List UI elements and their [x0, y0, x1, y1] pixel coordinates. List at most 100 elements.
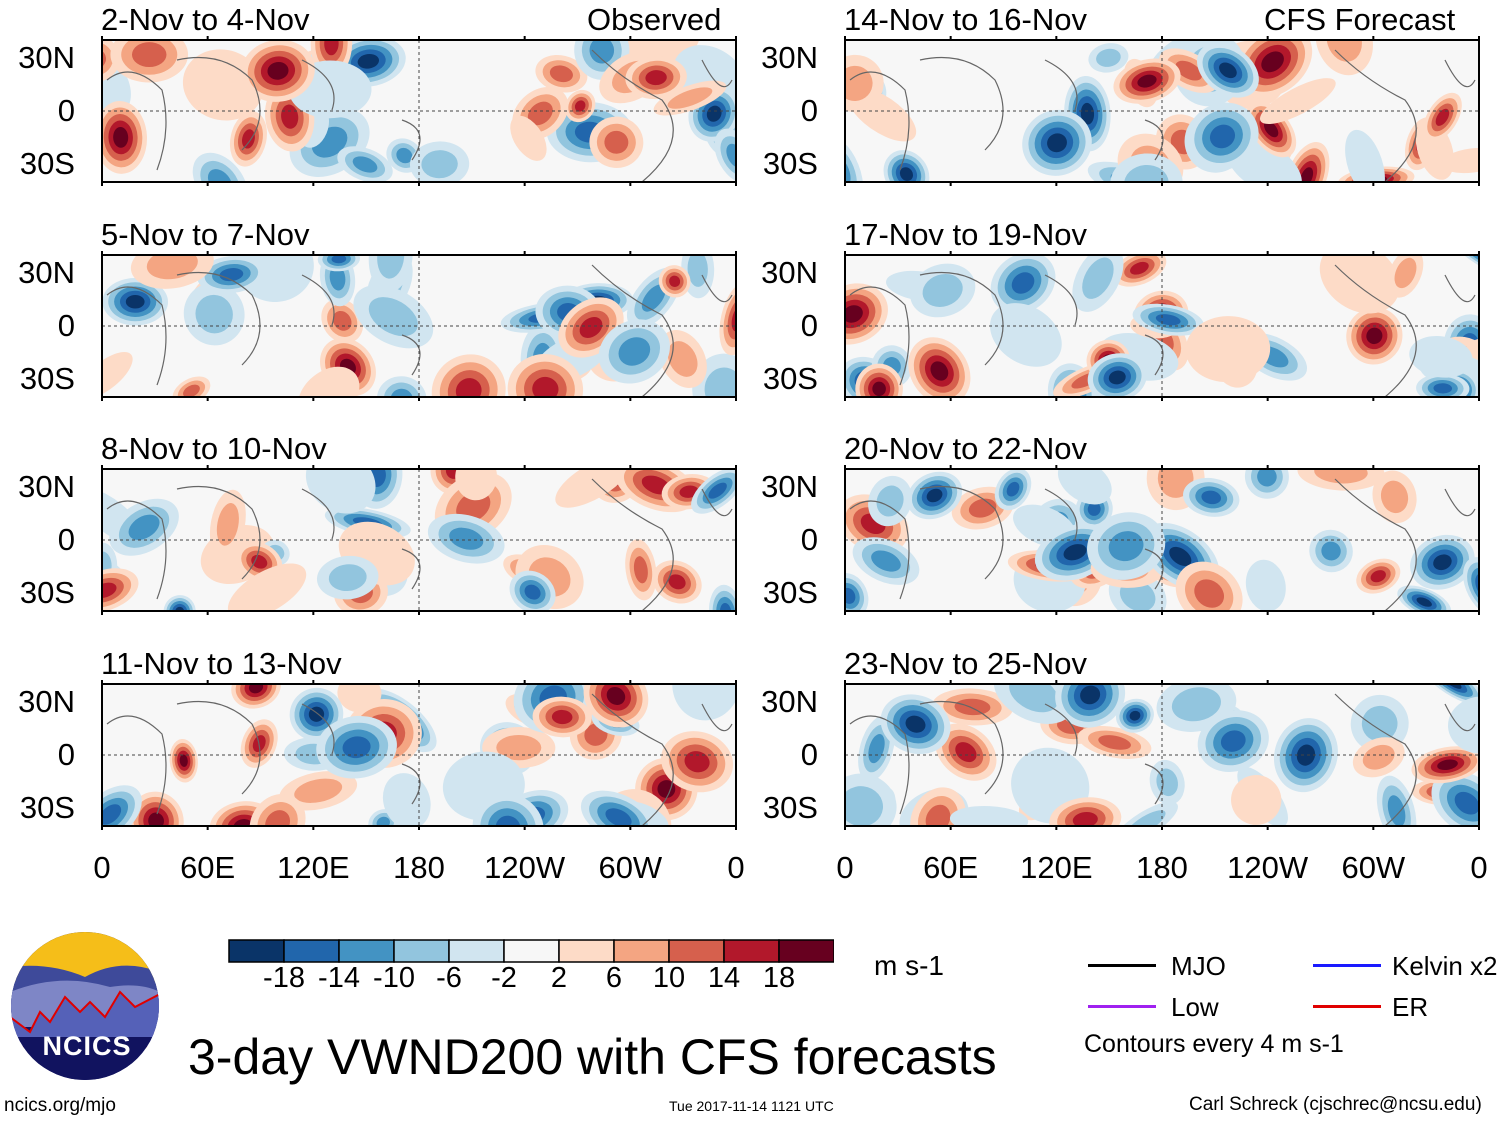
positive-anomaly [1283, 142, 1330, 182]
positive-anomaly [1352, 737, 1405, 778]
positive-anomaly [1387, 255, 1424, 298]
legend-low-line [1088, 1005, 1156, 1008]
website-link[interactable]: ncics.org/mjo [4, 1095, 116, 1116]
x-tick-label: 0 [727, 850, 745, 885]
negative-anomaly [1115, 698, 1154, 733]
y-tick-label: 30N [761, 684, 818, 719]
negative-anomaly [376, 376, 427, 397]
positive-anomaly [535, 54, 588, 93]
x-tick-label: 120E [1020, 850, 1093, 885]
map-panel [844, 36, 1480, 186]
negative-anomaly [692, 353, 736, 397]
x-tick-label: 60E [180, 850, 236, 885]
y-tick-label: 0 [57, 737, 75, 772]
positive-anomaly [589, 116, 644, 168]
negative-anomaly [845, 773, 897, 826]
negative-anomaly [192, 152, 248, 182]
negative-anomaly [109, 498, 179, 556]
negative-anomaly [316, 715, 397, 779]
legend-mjo: MJO [1171, 951, 1226, 981]
legend-mjo-line [1088, 964, 1156, 967]
positive-anomaly [169, 738, 198, 783]
svg-text:NCICS: NCICS [42, 1031, 131, 1061]
negative-anomaly [1087, 512, 1166, 580]
negative-anomaly [868, 475, 913, 527]
negative-anomaly [858, 715, 895, 782]
positive-anomaly [102, 40, 121, 83]
negative-anomaly [353, 284, 434, 349]
y-tick-label: 0 [57, 308, 75, 343]
negative-anomaly [368, 255, 413, 293]
positive-anomaly [653, 80, 727, 116]
negative-anomaly [197, 255, 266, 294]
x-tick-label: 120W [484, 850, 566, 885]
positive-anomaly [1297, 469, 1385, 491]
y-tick-label: 0 [57, 522, 75, 557]
negative-anomaly [845, 572, 869, 611]
y-tick-label: 30S [19, 361, 75, 396]
map-panel [101, 465, 737, 615]
map-panel [101, 251, 737, 401]
y-tick-label: 0 [800, 308, 818, 343]
coastline [849, 49, 1476, 182]
coastline [106, 478, 733, 611]
positive-anomaly [658, 330, 707, 388]
negative-anomaly [1273, 718, 1338, 793]
negative-anomaly [1376, 775, 1417, 826]
positive-anomaly [249, 793, 306, 826]
positive-anomaly [128, 791, 184, 826]
negative-anomaly [990, 255, 1056, 314]
positive-anomaly [1185, 316, 1271, 383]
y-tick-label: 30S [19, 790, 75, 825]
y-tick-label: 30N [761, 469, 818, 504]
x-tick-label: 180 [1136, 850, 1188, 885]
positive-anomaly [1113, 58, 1181, 104]
positive-anomaly [1260, 78, 1336, 125]
coastline [849, 478, 1476, 611]
negative-anomaly [1057, 469, 1112, 505]
colorbar-swatch [448, 939, 505, 963]
positive-anomaly [310, 40, 353, 78]
positive-anomaly [845, 283, 888, 345]
forecast-header: CFS Forecast [1264, 2, 1456, 37]
y-tick-label: 30N [761, 255, 818, 290]
legend-low: Low [1171, 992, 1219, 1022]
positive-anomaly [719, 282, 736, 356]
x-tick-label: 60E [923, 850, 979, 885]
positive-anomaly [1346, 307, 1403, 365]
negative-anomaly [1110, 153, 1183, 182]
positive-anomaly [102, 100, 148, 174]
panel-title: 14-Nov to 16-Nov [844, 2, 1087, 37]
positive-anomaly [1411, 746, 1479, 784]
negative-anomaly [1022, 109, 1092, 176]
contour-note: Contours every 4 m s-1 [1084, 1030, 1344, 1058]
y-tick-label: 30S [19, 146, 75, 181]
negative-anomaly [316, 555, 379, 600]
positive-anomaly [625, 56, 687, 100]
negative-anomaly [989, 303, 1062, 367]
coastline [849, 693, 1476, 826]
positive-anomaly [1077, 725, 1152, 759]
positive-anomaly [1441, 147, 1479, 174]
legend-er-line [1313, 1005, 1381, 1008]
panel-title: 23-Nov to 25-Nov [844, 646, 1087, 681]
negative-anomaly [994, 469, 1032, 511]
colorbar-label: -6 [436, 962, 462, 994]
negative-anomaly [305, 469, 376, 514]
positive-anomaly [298, 366, 360, 397]
y-tick-label: 30N [18, 255, 75, 290]
negative-anomaly [1409, 336, 1473, 378]
y-tick-label: 0 [800, 737, 818, 772]
positive-anomaly [935, 723, 997, 781]
y-tick-label: 30S [762, 146, 818, 181]
author-credit: Carl Schreck (cjschrec@ncsu.edu) [1189, 1094, 1482, 1115]
map-panel [101, 680, 737, 830]
x-tick-label: 0 [93, 850, 111, 885]
negative-anomaly [102, 278, 169, 326]
negative-anomaly [1448, 696, 1479, 754]
x-tick-label: 60W [598, 850, 663, 885]
map-panel [844, 465, 1480, 615]
negative-anomaly [598, 319, 670, 384]
coastline [106, 693, 733, 826]
colorbar-swatch [283, 939, 340, 963]
